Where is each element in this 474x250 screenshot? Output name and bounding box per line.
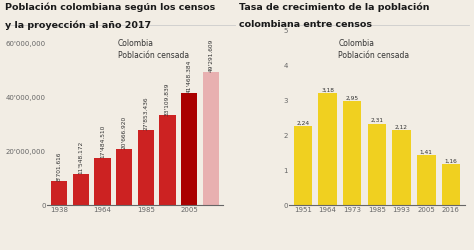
Text: 17'484.510: 17'484.510 xyxy=(100,124,105,157)
Text: y la proyección al año 2017: y la proyección al año 2017 xyxy=(5,20,151,30)
Text: 2,24: 2,24 xyxy=(296,120,310,125)
Text: 2,31: 2,31 xyxy=(370,118,383,122)
Bar xyxy=(159,116,175,205)
Text: colombiana entre censos: colombiana entre censos xyxy=(239,20,373,29)
Bar xyxy=(293,126,312,205)
Bar xyxy=(343,102,362,205)
Text: 8'701.616: 8'701.616 xyxy=(57,152,62,181)
Bar xyxy=(181,93,197,205)
Text: Colombia
Población censada: Colombia Población censada xyxy=(338,39,410,60)
Text: 1,41: 1,41 xyxy=(420,149,433,154)
Text: 1,16: 1,16 xyxy=(445,158,457,163)
Text: 41'468.384: 41'468.384 xyxy=(187,59,191,92)
Bar xyxy=(116,149,132,205)
Bar xyxy=(392,131,411,205)
Bar xyxy=(442,164,460,205)
Bar xyxy=(94,158,111,205)
Text: 11'548.172: 11'548.172 xyxy=(78,140,83,173)
Text: 2,95: 2,95 xyxy=(346,95,359,100)
Text: 20'666.920: 20'666.920 xyxy=(122,116,127,148)
Bar xyxy=(138,130,154,205)
Text: Colombia
Población censada: Colombia Población censada xyxy=(118,39,189,60)
Bar xyxy=(203,72,219,205)
Text: 33'109.839: 33'109.839 xyxy=(165,82,170,115)
Text: 49'291.609: 49'291.609 xyxy=(208,38,213,72)
Bar xyxy=(73,174,89,205)
Text: 27'853.436: 27'853.436 xyxy=(143,96,148,129)
Text: Población colombiana según los censos: Población colombiana según los censos xyxy=(5,2,215,12)
Text: 2,12: 2,12 xyxy=(395,124,408,129)
Bar xyxy=(368,124,386,205)
Bar xyxy=(417,156,436,205)
Bar xyxy=(318,94,337,205)
Text: 3,18: 3,18 xyxy=(321,87,334,92)
Bar xyxy=(51,182,67,205)
Text: Tasa de crecimiento de la población: Tasa de crecimiento de la población xyxy=(239,2,430,12)
